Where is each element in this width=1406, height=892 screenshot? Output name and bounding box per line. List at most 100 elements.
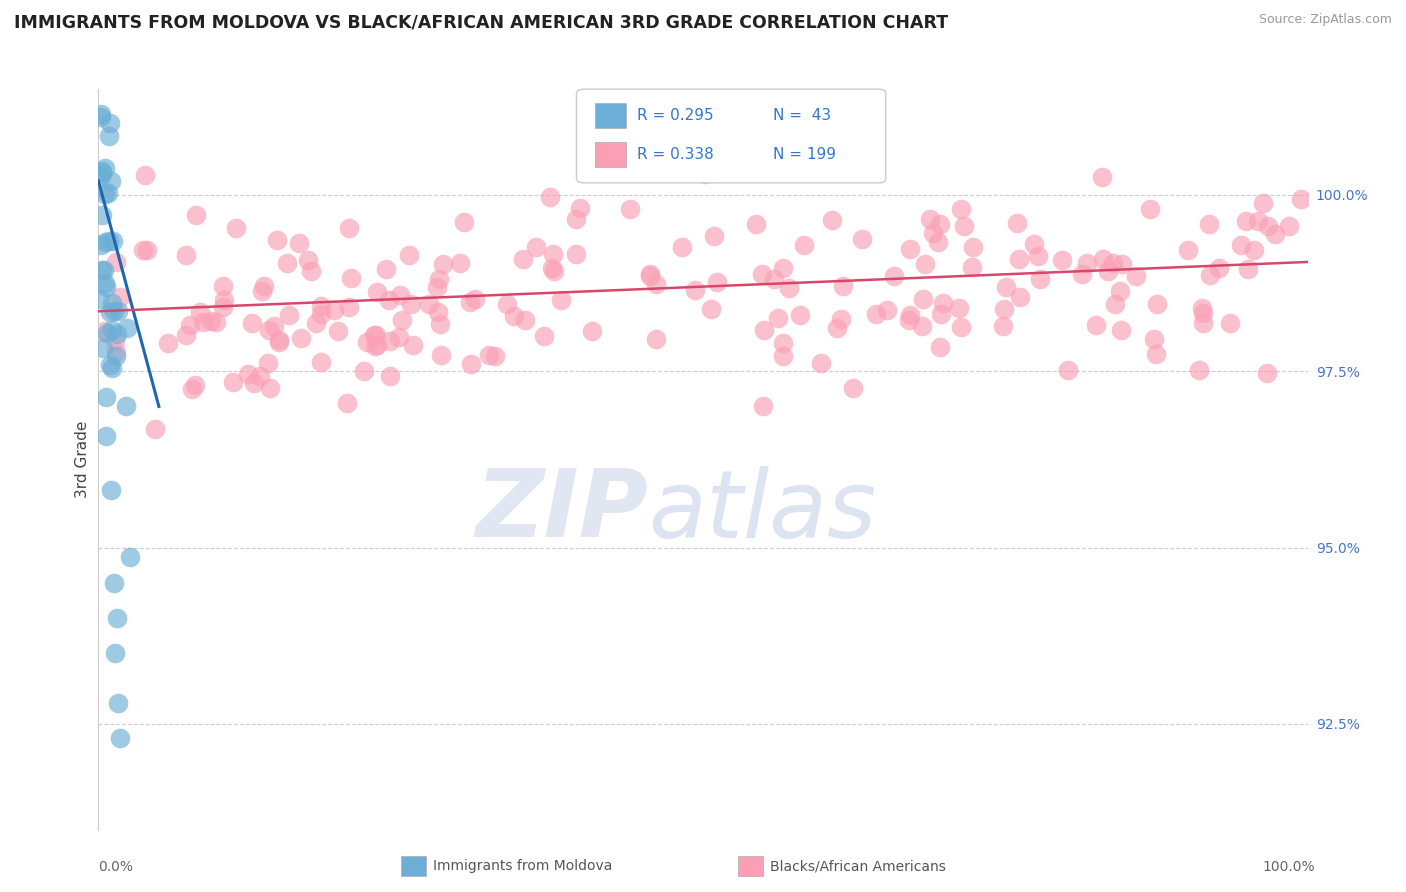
Point [378, 293, 401, 307]
Point [132, 243, 155, 257]
Point [538, 190, 561, 204]
Point [429, 317, 451, 331]
Point [995, 280, 1018, 294]
Point [950, 202, 973, 216]
Point [1192, 306, 1215, 320]
Point [911, 292, 934, 306]
Point [929, 307, 952, 321]
Point [387, 329, 409, 343]
Point [337, 300, 360, 314]
Point [772, 349, 794, 363]
Point [388, 288, 411, 302]
Point [174, 248, 197, 262]
Point [1143, 332, 1166, 346]
Point [98, 358, 121, 372]
Point [1008, 252, 1031, 266]
Point [453, 215, 475, 229]
Point [645, 332, 668, 346]
Point [238, 367, 260, 381]
Point [380, 334, 402, 349]
Point [212, 300, 235, 314]
Point [101, 295, 124, 310]
Point [96, 326, 118, 340]
Point [94, 161, 117, 175]
Point [240, 316, 263, 330]
Point [1097, 264, 1119, 278]
Point [502, 309, 524, 323]
Point [1188, 363, 1211, 377]
Point [263, 318, 285, 333]
Point [1191, 301, 1213, 315]
Point [222, 376, 245, 390]
Point [339, 221, 361, 235]
Point [97, 129, 120, 144]
Point [418, 297, 440, 311]
Point [426, 280, 449, 294]
Point [752, 400, 775, 414]
Point [1219, 316, 1241, 330]
Point [179, 318, 201, 333]
Point [249, 369, 271, 384]
Point [703, 228, 725, 243]
Point [772, 261, 794, 276]
Point [512, 252, 534, 267]
Point [429, 348, 451, 362]
Point [1230, 237, 1253, 252]
Point [1208, 261, 1230, 276]
Point [948, 301, 970, 316]
Point [484, 349, 506, 363]
Point [962, 240, 984, 254]
Point [543, 264, 565, 278]
Point [1102, 256, 1125, 270]
Point [93, 277, 115, 291]
Point [449, 255, 471, 269]
Point [391, 313, 413, 327]
Point [427, 272, 450, 286]
Point [825, 321, 848, 335]
Point [305, 316, 328, 330]
Point [398, 247, 420, 261]
Point [93, 263, 115, 277]
Point [993, 302, 1015, 317]
Point [266, 233, 288, 247]
Point [100, 174, 122, 188]
Point [533, 328, 555, 343]
Point [105, 611, 128, 625]
Point [644, 277, 666, 291]
Point [114, 399, 136, 413]
Point [184, 378, 207, 392]
Point [212, 279, 235, 293]
Text: Blacks/African Americans: Blacks/African Americans [770, 859, 946, 873]
Point [290, 331, 312, 345]
Point [259, 381, 281, 395]
Point [876, 303, 898, 318]
Point [297, 252, 319, 267]
Point [98, 235, 121, 249]
Point [107, 696, 129, 710]
Point [541, 260, 564, 275]
Point [323, 302, 346, 317]
Point [671, 239, 693, 253]
Point [1050, 252, 1073, 267]
Point [205, 315, 228, 329]
Point [1234, 214, 1257, 228]
Point [1057, 363, 1080, 377]
Point [184, 208, 207, 222]
Point [515, 312, 537, 326]
Point [1256, 366, 1278, 380]
Point [1139, 202, 1161, 216]
Point [104, 349, 127, 363]
Text: 0.0%: 0.0% [98, 860, 134, 874]
Point [90, 166, 112, 180]
Point [1251, 195, 1274, 210]
Point [1177, 243, 1199, 257]
Point [104, 646, 127, 660]
Point [1109, 285, 1132, 299]
Point [1125, 269, 1147, 284]
Point [898, 313, 921, 327]
Point [768, 311, 790, 326]
Point [181, 382, 204, 396]
Text: N =  43: N = 43 [773, 109, 831, 123]
Point [460, 357, 482, 371]
Point [96, 429, 118, 443]
